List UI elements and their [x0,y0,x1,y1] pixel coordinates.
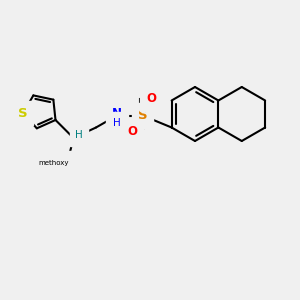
Text: O: O [64,157,74,170]
Text: O: O [127,125,137,139]
Text: methoxy: methoxy [39,160,69,166]
Text: S: S [18,106,28,120]
Text: H: H [75,130,83,140]
Text: S: S [138,109,147,122]
Text: O: O [146,92,156,106]
Text: H: H [113,118,121,128]
Text: N: N [112,106,122,120]
